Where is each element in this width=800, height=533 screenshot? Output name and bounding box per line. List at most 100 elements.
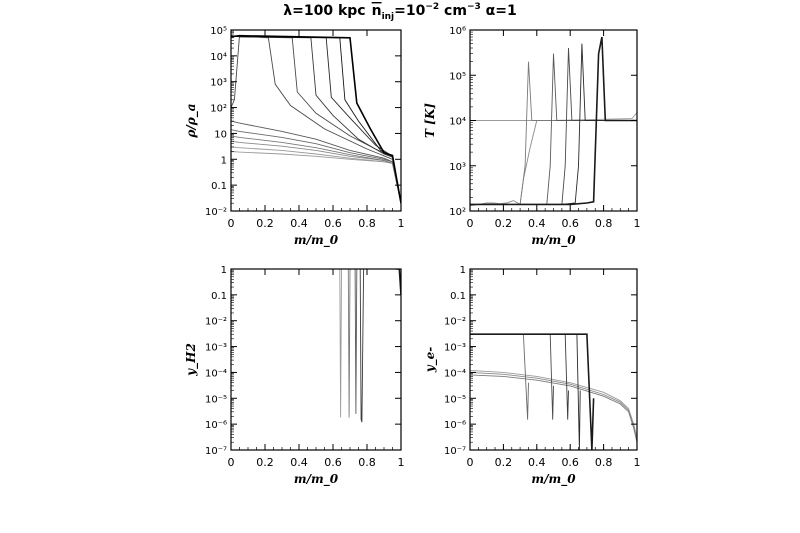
- title-units-exp: −3: [467, 2, 481, 12]
- series-line-7: [231, 35, 401, 204]
- y-tick-label: 10²: [449, 207, 466, 218]
- x-tick-label: 0.8: [595, 217, 613, 230]
- x-tick-label: 1: [398, 456, 405, 469]
- x-tick-label: 0.6: [324, 456, 342, 469]
- x-axis-label: m/m_0: [531, 472, 576, 487]
- series-line-6: [470, 36, 637, 206]
- series-line-2: [231, 140, 401, 204]
- series-line-2: [470, 374, 637, 443]
- series-line-3: [470, 333, 529, 420]
- x-axis-label: m/m_0: [531, 233, 576, 248]
- panel-bottom-right: 0 0.2 0.4 0.6 0.8 1 10⁻⁷ 10⁻⁶ 10⁻⁵ 10⁻⁴ 10⁻³ 10⁻² 0.…: [423, 265, 641, 487]
- y-tick-label: 10⁻⁷: [444, 446, 466, 457]
- series-line-11: [231, 34, 401, 204]
- y-tick-label: 10³: [210, 78, 227, 89]
- y-tick-label: 10⁴: [210, 52, 227, 63]
- y-tick-label: 0.1: [211, 181, 227, 192]
- series-line-0: [470, 369, 637, 438]
- title-n: n: [372, 3, 382, 19]
- y-tick-label: 10⁻²: [205, 207, 227, 218]
- y-tick-label: 10⁻⁶: [205, 420, 227, 431]
- series-line-1: [231, 146, 401, 204]
- series-line-5: [231, 120, 401, 204]
- y-tick-label: 10²: [210, 104, 227, 115]
- series-line-0: [339, 269, 342, 418]
- series-line-6: [231, 35, 401, 204]
- title-n-exp: −2: [425, 2, 439, 12]
- y-tick-label: 10⁻²: [444, 317, 466, 328]
- y-tick-label: 10⁻⁶: [444, 420, 466, 431]
- series-group: [339, 269, 401, 423]
- y-axis-label: T [K]: [423, 103, 437, 138]
- series-group: [231, 34, 401, 204]
- title-units: cm: [439, 3, 467, 19]
- x-tick-label: 0: [467, 456, 474, 469]
- series-line-1: [470, 120, 637, 207]
- series-line-10: [231, 35, 401, 204]
- plot-frame: [230, 29, 402, 212]
- series-line-4: [231, 129, 401, 204]
- y-axis-label: ρ/ρ_a: [184, 103, 199, 138]
- y-axis-label: y_e-: [423, 347, 438, 374]
- y-tick-label: 1: [460, 265, 466, 276]
- x-tick-label: 0.2: [256, 217, 274, 230]
- x-axis-label: m/m_0: [294, 472, 339, 487]
- series-line-3: [470, 53, 637, 205]
- y-tick-label: 1: [221, 155, 227, 166]
- y-tick-label: 10⁶: [449, 26, 466, 37]
- panel-bottom-left: 0 0.2 0.4 0.6 0.8 1 10⁻⁷ 10⁻⁶ 10⁻⁵ 10⁻⁴ 10⁻³ 10⁻² 0.…: [184, 265, 405, 487]
- series-line-0: [470, 112, 637, 121]
- title-alpha: α=1: [481, 3, 517, 19]
- series-line-3: [231, 135, 401, 204]
- x-tick-label: 0.8: [595, 456, 613, 469]
- x-tick-label: 0: [228, 456, 235, 469]
- x-tick-label: 0.2: [495, 217, 513, 230]
- series-line-3: [359, 269, 365, 423]
- y-tick-label: 10⁻⁵: [444, 394, 466, 405]
- series-line-8: [231, 35, 401, 204]
- y-tick-label: 0.1: [450, 291, 466, 302]
- plot-frame: [469, 268, 638, 451]
- chart-title: λ=100 kpc ninj=10−2 cm−3 α=1: [283, 2, 516, 22]
- series-line-7: [470, 333, 595, 450]
- series-line-4: [395, 269, 401, 295]
- x-tick-label: 0.4: [290, 456, 308, 469]
- x-tick-label: 0: [467, 217, 474, 230]
- y-tick-label: 10⁻³: [205, 343, 227, 354]
- y-tick-label: 10: [214, 129, 227, 140]
- y-tick-label: 10⁻²: [205, 317, 227, 328]
- y-axis-label: y_H2: [184, 343, 199, 377]
- title-lambda: λ=100 kpc: [283, 3, 365, 19]
- y-tick-label: 10⁻⁵: [205, 394, 227, 405]
- series-line-4: [470, 47, 637, 205]
- x-tick-label: 0.4: [528, 456, 546, 469]
- panel-top-right: 0 0.2 0.4 0.6 0.8 1 10² 10³ 10⁴ 10⁵ 10⁶ m/m_0 T [K]: [423, 26, 641, 248]
- x-tick-label: 0.2: [256, 456, 274, 469]
- series-group: [470, 333, 637, 450]
- y-tick-label: 10⁻⁴: [444, 368, 466, 379]
- y-tick-label: 10³: [449, 162, 466, 173]
- y-tick-label: 10⁻³: [444, 343, 466, 354]
- x-tick-label: 1: [634, 456, 641, 469]
- series-line-2: [354, 269, 358, 414]
- series-line-2: [470, 61, 637, 205]
- x-tick-label: 0.8: [358, 217, 376, 230]
- series-group: [470, 36, 637, 207]
- series-line-9: [231, 35, 401, 204]
- x-tick-label: 0.8: [358, 456, 376, 469]
- series-line-1: [470, 371, 637, 443]
- y-tick-label: 10⁻⁴: [205, 368, 227, 379]
- x-tick-label: 0.2: [495, 456, 513, 469]
- y-tick-label: 10⁴: [449, 117, 466, 128]
- y-tick-label: 10⁻⁷: [205, 446, 227, 457]
- x-tick-label: 0: [228, 217, 235, 230]
- x-tick-label: 0.4: [290, 217, 308, 230]
- x-tick-label: 1: [398, 217, 405, 230]
- x-tick-label: 0.6: [324, 217, 342, 230]
- series-line-5: [470, 333, 569, 420]
- y-tick-label: 10⁵: [210, 26, 227, 37]
- x-axis-label: m/m_0: [294, 233, 339, 248]
- y-tick-label: 10⁵: [449, 71, 466, 82]
- title-n-val: =10: [394, 3, 425, 19]
